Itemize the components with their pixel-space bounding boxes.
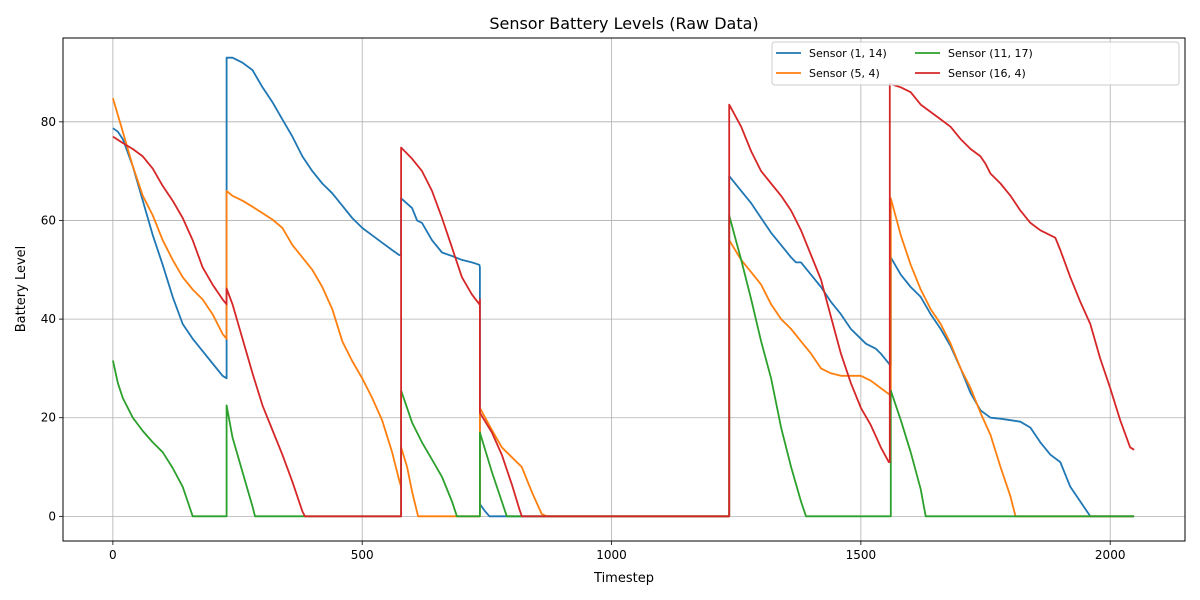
y-tick-label: 40: [41, 312, 56, 326]
y-tick-label: 60: [41, 213, 56, 227]
x-tick-label: 0: [109, 548, 117, 562]
legend-label-4: Sensor (16, 4): [948, 67, 1026, 80]
y-axis-ticks: 0 20 40 60 80: [41, 115, 63, 523]
y-tick-label: 80: [41, 115, 56, 129]
series-line-2: [112, 97, 1135, 518]
series-line-4: [112, 82, 1135, 518]
series-line-3: [112, 214, 1135, 518]
legend-label-3: Sensor (11, 17): [948, 47, 1033, 60]
legend-label-2: Sensor (5, 4): [809, 67, 880, 80]
x-tick-label: 500: [351, 548, 374, 562]
y-axis-label: Battery Level: [14, 246, 29, 333]
x-tick-label: 1500: [846, 548, 877, 562]
series-lines: [112, 56, 1135, 518]
x-axis-ticks: 0 500 1000 1500 2000: [109, 541, 1125, 562]
plot-area-frame: [62, 37, 1186, 542]
legend-box: [771, 41, 1180, 86]
x-axis-label: Timestep: [593, 571, 654, 586]
x-tick-label: 1000: [596, 548, 627, 562]
legend-label-1: Sensor (1, 14): [809, 47, 887, 60]
legend: Sensor (1, 14) Sensor (5, 4) Sensor (11, 1…: [771, 41, 1180, 86]
y-tick-label: 0: [48, 509, 56, 523]
x-tick-label: 2000: [1095, 548, 1126, 562]
chart-title: Sensor Battery Levels (Raw Data): [489, 14, 758, 33]
y-tick-label: 20: [41, 411, 56, 425]
